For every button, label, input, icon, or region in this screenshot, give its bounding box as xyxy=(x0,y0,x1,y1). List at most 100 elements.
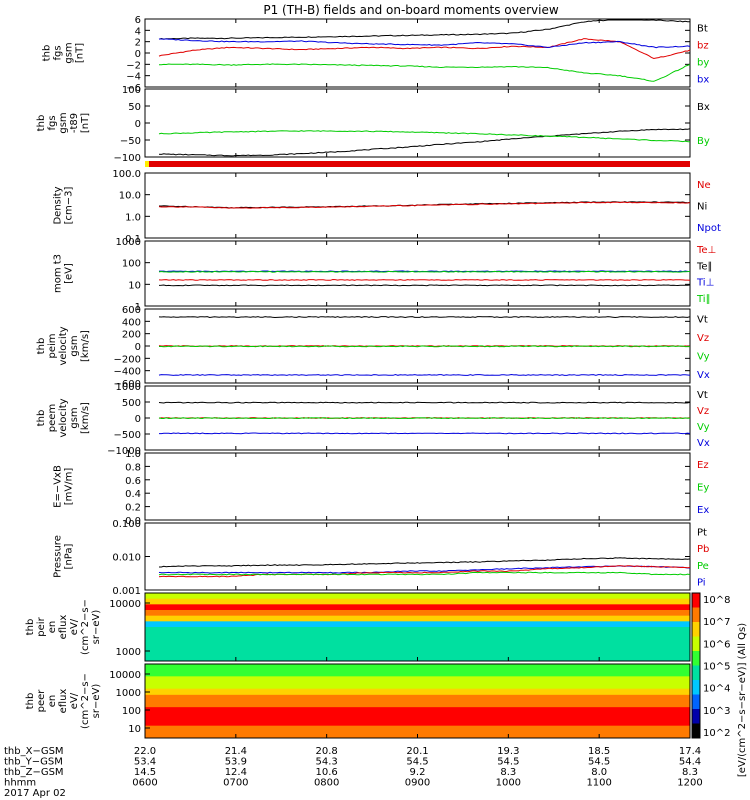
fgs_gsm_sub-ylabel-line: thb xyxy=(36,115,47,132)
series-Te∥ xyxy=(158,284,691,287)
spectrogram-band xyxy=(145,632,690,639)
fgs_gsm-ylabel-line: thb xyxy=(42,45,53,62)
peim_vel-ylabel-line: thb xyxy=(36,338,47,355)
legend-fgs_gsm: bz xyxy=(697,41,709,52)
y-tick-label: 10.0 xyxy=(119,191,141,202)
legend-peim_vel: Vt xyxy=(697,314,708,325)
spectrogram-band xyxy=(145,719,690,727)
x-axis-value: 18.5 xyxy=(588,746,610,757)
panel-efield: 1.0 0.8 0.6 0.4 0.2 0.0 Ez Ey Ex xyxy=(125,449,709,527)
legend-peem_vel: Vy xyxy=(697,422,710,433)
peir_eflux-ylabel-line: thb xyxy=(25,619,36,636)
colorbar-segment xyxy=(692,680,700,695)
chart-title: P1 (TH-B) fields and on-board moments ov… xyxy=(263,3,559,17)
y-tick-label: 10000 xyxy=(109,599,141,610)
spectrogram-band xyxy=(145,670,690,677)
density-ylabel-line: [cm−3] xyxy=(64,187,75,225)
panel-frame xyxy=(144,18,691,88)
fgs_gsm-ylabel-line: fgs xyxy=(53,45,64,60)
spectrogram-band xyxy=(145,713,690,720)
legend-temperature: Ti⊥ xyxy=(696,278,714,289)
legend-pressure: Pi xyxy=(697,578,706,589)
y-tick-label: 10 xyxy=(128,280,141,291)
colorbar-tick-label: 10^3 xyxy=(703,706,730,717)
y-tick-label: 1.0 xyxy=(125,212,141,223)
y-tick-label: 1000 xyxy=(116,382,141,393)
series-Bx xyxy=(158,128,691,157)
y-tick-label: −600 xyxy=(114,379,141,390)
legend-peem_vel: Vx xyxy=(697,438,710,449)
series-Pt xyxy=(159,557,691,568)
y-tick-label: 0 xyxy=(135,342,141,353)
spectrogram-band xyxy=(145,725,690,733)
y-tick-label: 0.4 xyxy=(125,489,141,500)
y-tick-label: 1000 xyxy=(116,688,141,699)
series-By xyxy=(158,130,691,143)
colorbar-segment xyxy=(692,694,700,710)
x-axis-value: 53.9 xyxy=(225,757,247,768)
peir_eflux-ylabel-line: peir xyxy=(36,616,47,636)
density-ylabel-line: Density xyxy=(53,186,64,224)
legend-fgs_gsm: by xyxy=(697,58,709,69)
legend-pressure: Pb xyxy=(697,544,709,555)
colorbar-segment xyxy=(692,651,700,666)
series-bz xyxy=(158,38,691,60)
x-axis-value: 12.4 xyxy=(225,767,247,778)
x-axis-value: 0900 xyxy=(405,778,430,789)
y-tick-label: 1000 xyxy=(116,237,141,248)
x-axis-footer: thb_X−GSM 22.0 21.4 20.8 20.1 19.3 18.5 17.4 thb… xyxy=(4,746,703,799)
y-tick-label: 600 xyxy=(122,305,141,316)
legend-peim_vel: Vz xyxy=(697,333,709,344)
legend-temperature: Te⊥ xyxy=(696,245,716,256)
peem_vel-ylabel-line: gsm xyxy=(69,407,80,428)
fgs_gsm_sub-ylabel-line: [nT] xyxy=(80,113,91,133)
colorbar-frame xyxy=(691,592,701,739)
y-tick-label: 100 xyxy=(122,706,141,717)
series-Ne xyxy=(158,201,691,209)
x-axis-value: 21.4 xyxy=(225,746,247,757)
x-axis-value: 0600 xyxy=(132,778,157,789)
status-bar-flag xyxy=(145,161,149,167)
y-tick-label: 100 xyxy=(122,259,141,270)
y-tick-label: 1000 xyxy=(116,647,141,658)
y-tick-label: −200 xyxy=(114,354,141,365)
y-tick-label: −6 xyxy=(126,83,141,94)
x-axis-value: 14.5 xyxy=(134,767,156,778)
spectrogram-band xyxy=(145,610,690,617)
colorbar-segment xyxy=(692,607,700,623)
x-axis-value: 22.0 xyxy=(134,746,156,757)
y-tick-label: 0.2 xyxy=(125,503,141,514)
spectrogram-peer_eflux: 10000 1000 100 10 xyxy=(109,663,691,739)
y-tick-label: 0.1 xyxy=(125,234,141,245)
x-axis-value: 0700 xyxy=(223,778,248,789)
x-axis-value: 17.4 xyxy=(679,746,701,757)
y-tick-label: 10000 xyxy=(109,670,141,681)
y-tick-label: 0.6 xyxy=(125,476,141,487)
x-axis-date: 2017 Apr 02 xyxy=(4,788,66,799)
spectrogram-peir_eflux: 10000 1000 xyxy=(109,592,691,662)
spectrogram-band xyxy=(145,676,690,683)
y-tick-label: 200 xyxy=(122,330,141,341)
colorbar-segment xyxy=(692,723,700,739)
series-Pe xyxy=(158,571,691,576)
y-tick-label: −2 xyxy=(126,60,141,71)
series-Vx xyxy=(158,373,691,376)
spectrogram-band xyxy=(145,707,690,714)
spectrogram-band xyxy=(145,615,690,622)
colorbar-tick-label: 10^8 xyxy=(703,595,730,606)
spectrogram-band xyxy=(145,682,690,690)
legend-fgs_gsm: bx xyxy=(697,75,709,86)
legend-pressure: Pe xyxy=(697,561,709,572)
spectrogram-band xyxy=(145,621,690,628)
peer_eflux-ylabel-line: en xyxy=(47,695,58,708)
x-axis-value: 0800 xyxy=(314,778,339,789)
panel-fgs_gsm_sub: 100 50 0 −50 −100 Bx By xyxy=(114,85,710,164)
x-axis-value: 8.0 xyxy=(591,767,607,778)
y-tick-label: 0 xyxy=(135,119,141,130)
peem_vel-ylabel-line: [km/s] xyxy=(80,402,91,434)
x-axis-value: 1100 xyxy=(586,778,611,789)
y-tick-label: 2 xyxy=(135,38,141,49)
fgs_gsm-ylabel-line: gsm xyxy=(64,42,75,63)
